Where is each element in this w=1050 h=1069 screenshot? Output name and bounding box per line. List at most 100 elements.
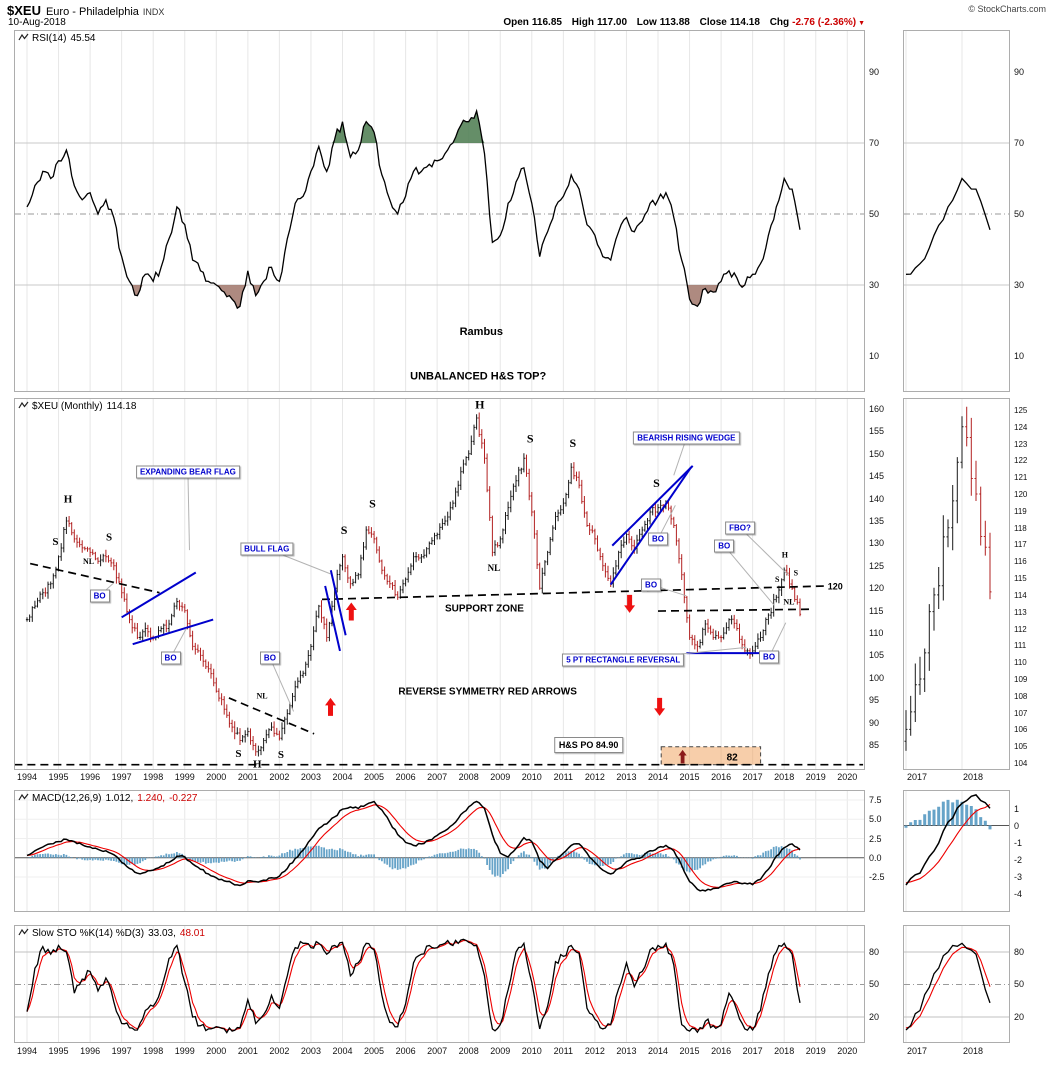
axis-year-label: 2020 [837, 772, 858, 782]
pattern-letter: NL [783, 597, 794, 606]
axis-year-label: 2000 [206, 1046, 227, 1056]
axis-tick-label: 7.5 [869, 795, 882, 805]
overbought-fill [27, 111, 800, 143]
axis-tick-label: 5.0 [869, 814, 882, 825]
pattern-letter: H [253, 759, 262, 770]
oversold-fill [27, 285, 800, 309]
rsi-zoom-line [905, 177, 991, 275]
neckline-dashed [657, 608, 812, 612]
macd-line [26, 800, 801, 892]
rsi-series-icon [18, 33, 29, 45]
chg-down-icon: ▼ [858, 20, 865, 27]
open-label: Open [503, 17, 529, 28]
axis-tick-label: 120 [1014, 490, 1028, 500]
axis-tick-label: 70 [869, 138, 880, 148]
pattern-letter: NL [256, 692, 267, 701]
red-arrow [325, 697, 336, 716]
ticker-name: Euro - Philadelphia [45, 6, 139, 18]
axis-tick-label: 114 [1014, 590, 1027, 600]
pattern-letter: S [527, 431, 534, 445]
pattern-letter: S [52, 536, 58, 548]
axis-year-label: 2019 [805, 772, 826, 782]
chg-label: Chg [769, 17, 790, 28]
axis-tick-label: 135 [869, 516, 885, 526]
callout-h-s-po-84-90: H&S PO 84.90 [553, 737, 624, 754]
axis-tick-label: 95 [869, 695, 880, 706]
pattern-letter: NL [488, 563, 501, 573]
axis-year-label: 2004 [332, 1046, 353, 1056]
pattern-letter: S [794, 568, 799, 577]
callout-leader [187, 471, 190, 551]
price-series-icon [18, 401, 29, 413]
callout-bearish-rising-wedge: BEARISH RISING WEDGE [633, 431, 740, 445]
axis-year-label: 2008 [458, 772, 479, 782]
low-label: Low [636, 17, 657, 28]
axis-tick-label: 10 [1014, 351, 1025, 361]
sto-series-icon [18, 928, 29, 940]
axis-tick-label: 140 [869, 493, 885, 504]
axis-tick-label: 116 [1014, 557, 1027, 567]
rsi-value: 45.54 [70, 33, 96, 44]
pattern-letter: S [369, 496, 376, 510]
axis-year-label: 1999 [174, 772, 195, 782]
axis-tick-label: 1 [1014, 803, 1020, 814]
pattern-letter: S [569, 436, 576, 450]
axis-year-label: 1996 [80, 772, 101, 782]
axis-year-label: 2006 [395, 772, 416, 782]
axis-tick-label: 90 [869, 67, 880, 77]
pattern-letter: NL [83, 557, 94, 566]
panel-frame [14, 30, 865, 392]
axis-tick-label: 109 [1014, 674, 1028, 684]
measured-move-arrow [678, 749, 687, 764]
panel-frame [903, 398, 1010, 770]
axis-year-label: 1994 [16, 1046, 38, 1056]
close-label: Close [699, 17, 727, 28]
axis-year-label: 2018 [774, 772, 795, 782]
axis-tick-label: 122 [1014, 456, 1028, 466]
sto-zoom-d-line [905, 946, 991, 1029]
axis-year-label: 2005 [364, 772, 385, 782]
axis-tick-label: 106 [1014, 725, 1028, 735]
pattern-letter: S [775, 575, 780, 584]
axis-tick-label: 0 [1014, 820, 1020, 831]
pattern-letter: S [278, 749, 284, 761]
axis-year-label: 2007 [427, 772, 448, 782]
axis-tick-label: 120 [869, 583, 885, 594]
quote-strip: Open 116.85 High 117.00 Low 113.88 Close 114… [496, 17, 865, 28]
callout-bo: BO [648, 532, 668, 546]
trendline [329, 570, 347, 636]
panel-frame [14, 790, 865, 912]
high-label: High [571, 17, 594, 28]
axis-year-label: 2016 [711, 1046, 732, 1056]
callout-5-pt-rectangle-reversal: 5 PT RECTANGLE REVERSAL [562, 653, 685, 667]
sto-zoom-panel [903, 925, 1010, 1043]
axis-tick-label: 107 [1014, 708, 1028, 718]
axis-year-label: 2015 [679, 772, 700, 782]
axis-year-label: 2008 [458, 1046, 479, 1056]
axis-tick-label: 123 [1014, 439, 1028, 449]
price-label-text: $XEU (Monthly) [32, 401, 103, 412]
pattern-letter: S [106, 532, 112, 544]
axis-tick-label: 145 [869, 471, 885, 482]
axis-tick-label: 110 [1014, 658, 1027, 668]
sto-panel-svg [14, 925, 865, 1043]
callout-expanding-bear-flag: EXPANDING BEAR FLAG [135, 465, 240, 479]
chart-header: $XEU Euro - Philadelphia INDX [7, 2, 164, 20]
ticker-exchange: INDX [142, 7, 165, 17]
sto-d-value: 48.01 [179, 928, 205, 939]
callout-bull-flag: BULL FLAG [240, 542, 294, 556]
axis-year-label: 2018 [774, 1046, 795, 1056]
axis-tick-label: 30 [869, 280, 880, 290]
macd-zoom-panel [903, 790, 1010, 912]
axis-year-label: 1994 [16, 772, 38, 782]
axis-year-label: 2003 [300, 1046, 321, 1056]
axis-year-label: 2019 [805, 1046, 826, 1056]
axis-year-label: 2000 [206, 772, 227, 782]
callout-leader [269, 657, 295, 712]
price-bars-up [25, 414, 786, 757]
macd-panel-label: MACD(12,26,9) 1.012, 1.240, -0.227 [18, 793, 197, 805]
axis-year-label: 2003 [300, 772, 321, 782]
high-value: 117.00 [596, 17, 628, 28]
